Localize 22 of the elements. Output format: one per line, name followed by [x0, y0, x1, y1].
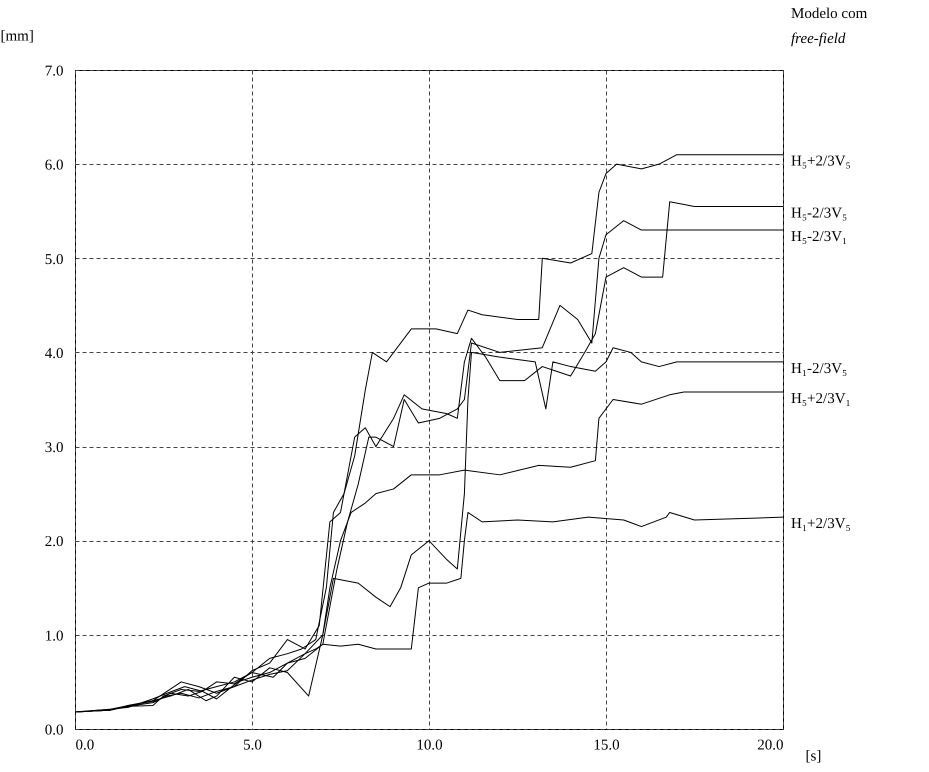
y-tick-label: 5.0: [44, 252, 64, 268]
y-tick-label: 2.0: [44, 534, 64, 550]
series-label: H₁-2/3V₅: [791, 360, 848, 377]
y-tick-label: 4.0: [44, 346, 64, 362]
x-tick-label: 15.0: [593, 738, 620, 754]
series-label: H₅-2/3V₁: [791, 229, 848, 246]
y-tick-label: 7.0: [44, 64, 64, 80]
y-tick-label: 6.0: [44, 158, 64, 174]
y-tick-label: 0.0: [44, 722, 64, 738]
series-label: H₅+2/3V₅: [791, 154, 851, 170]
x-tick-label: 0.0: [76, 738, 94, 754]
series-label: H₅-2/3V₅: [791, 206, 848, 222]
y-tick-label: 3.0: [44, 440, 64, 456]
series-label: H₁+2/3V₅: [791, 516, 851, 532]
series-label: H₅+2/3V₁: [791, 390, 851, 407]
x-axis-title: [s]: [806, 748, 822, 764]
y-axis-title: [mm]: [0, 28, 34, 44]
y-tick-label: 1.0: [44, 628, 64, 644]
legend-title: Modelo com free-field: [791, 6, 868, 47]
x-tick-label: 10.0: [416, 738, 443, 754]
x-tick-label: 20.0: [757, 738, 784, 754]
x-tick-label: 5.0: [243, 738, 262, 754]
